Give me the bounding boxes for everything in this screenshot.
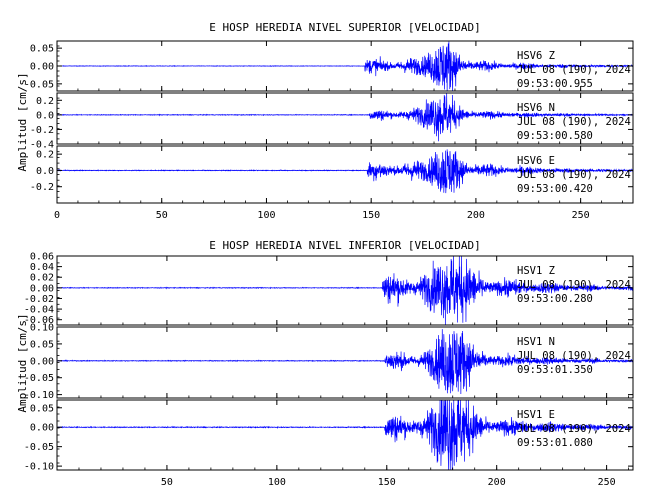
waveform-trace (56, 329, 634, 395)
panel-2: 0.2 0.0 -0.2 HSV6 E JUL 08 (190), 2024 09:53:… (30, 145, 634, 204)
waveform-trace (56, 41, 634, 92)
time-label: 09:53:01.080 (517, 437, 593, 449)
chart-title: E HOSP HEREDIA NIVEL SUPERIOR [VELOCIDAD… (209, 21, 481, 34)
y-tick-label: 0.04 (30, 262, 54, 273)
x-tick-label: 250 (598, 477, 616, 488)
y-tick-label: -0.2 (30, 125, 54, 136)
x-tick-label: 150 (378, 477, 396, 488)
y-tick-label: 0.00 (30, 62, 54, 73)
y-tick-label: 0.05 (30, 339, 54, 350)
station-label: HSV6 E (517, 155, 555, 167)
y-tick-label: -0.05 (24, 79, 54, 90)
y-axis-label: Amplitud [cm/s] (16, 72, 29, 171)
y-tick-label: 0.05 (30, 44, 54, 55)
panel-0: 0.060.040.020.00-0.02-0.04-0.06 HSV1 Z JUL… (24, 252, 634, 326)
date-label: JUL 08 (190), 2024 (517, 64, 631, 76)
waveform-trace (56, 149, 634, 194)
date-label: JUL 08 (190), 2024 (517, 350, 631, 362)
waveform-trace (56, 255, 634, 325)
y-tick-label: 0.06 (30, 252, 54, 263)
y-tick-label: 0.0 (36, 110, 54, 121)
station-label: HSV1 Z (517, 265, 555, 277)
time-label: 09:53:01.350 (517, 364, 593, 376)
chart-0: E HOSP HEREDIA NIVEL SUPERIOR [VELOCIDAD… (16, 21, 634, 221)
panel-1: 0.2 0.0 -0.2 -0.4 HSV6 N JUL 08 (190), 2024 09… (30, 92, 634, 151)
time-label: 09:53:00.955 (517, 78, 593, 90)
panel-1: 0.10 0.05 0.00 -0.05 -0.10 HSV1 N JUL 08 (190)… (24, 323, 634, 401)
time-label: 09:53:00.280 (517, 293, 593, 305)
date-label: JUL 08 (190), 2024 (517, 116, 631, 128)
x-tick-label: 50 (156, 210, 168, 221)
station-label: HSV6 N (517, 102, 555, 114)
date-label: JUL 08 (190), 2024 (517, 423, 631, 435)
x-tick-label: 150 (362, 210, 380, 221)
y-tick-label: -0.10 (24, 390, 54, 401)
x-tick-label: 250 (572, 210, 590, 221)
y-tick-label: 0.00 (30, 283, 54, 294)
panel-0: 0.05 0.00 -0.05 HSV6 Z JUL 08 (190), 2024 09:… (24, 40, 634, 92)
y-tick-label: 0.05 (30, 403, 54, 414)
y-tick-label: 0.02 (30, 273, 54, 284)
station-label: HSV1 N (517, 336, 555, 348)
x-tick-label: 0 (54, 210, 60, 221)
y-tick-label: 0.2 (36, 96, 54, 107)
y-tick-label: 0.2 (36, 150, 54, 161)
y-tick-label: -0.10 (24, 462, 54, 473)
y-tick-label: -0.06 (24, 315, 54, 326)
waveform-trace (56, 399, 634, 471)
y-tick-label: -0.4 (30, 140, 54, 151)
x-tick-label: 100 (268, 477, 286, 488)
y-tick-label: -0.04 (24, 305, 54, 316)
x-tick-label: 200 (467, 210, 485, 221)
y-tick-label: 0.10 (30, 323, 54, 334)
date-label: JUL 08 (190), 2024 (517, 279, 631, 291)
y-tick-label: 0.00 (30, 423, 54, 434)
date-label: JUL 08 (190), 2024 (517, 169, 631, 181)
time-label: 09:53:00.580 (517, 130, 593, 142)
x-tick-label: 100 (257, 210, 275, 221)
x-tick-label: 50 (161, 477, 173, 488)
y-tick-label: -0.02 (24, 294, 54, 305)
x-tick-label: 200 (488, 477, 506, 488)
station-label: HSV6 Z (517, 50, 555, 62)
chart-1: E HOSP HEREDIA NIVEL INFERIOR [VELOCIDAD… (16, 239, 634, 488)
station-label: HSV1 E (517, 409, 555, 421)
waveform-trace (56, 92, 634, 142)
panel-2: 0.05 0.00 -0.05 -0.10 HSV1 E JUL 08 (190), 20… (24, 399, 634, 473)
y-tick-label: -0.2 (30, 182, 54, 193)
y-tick-label: -0.05 (24, 442, 54, 453)
y-tick-label: 0.00 (30, 356, 54, 367)
chart-title: E HOSP HEREDIA NIVEL INFERIOR [VELOCIDAD… (209, 239, 481, 252)
y-tick-label: -0.05 (24, 373, 54, 384)
y-axis-label: Amplitud [cm/s] (16, 313, 29, 412)
time-label: 09:53:00.420 (517, 183, 593, 195)
y-tick-label: 0.0 (36, 166, 54, 177)
